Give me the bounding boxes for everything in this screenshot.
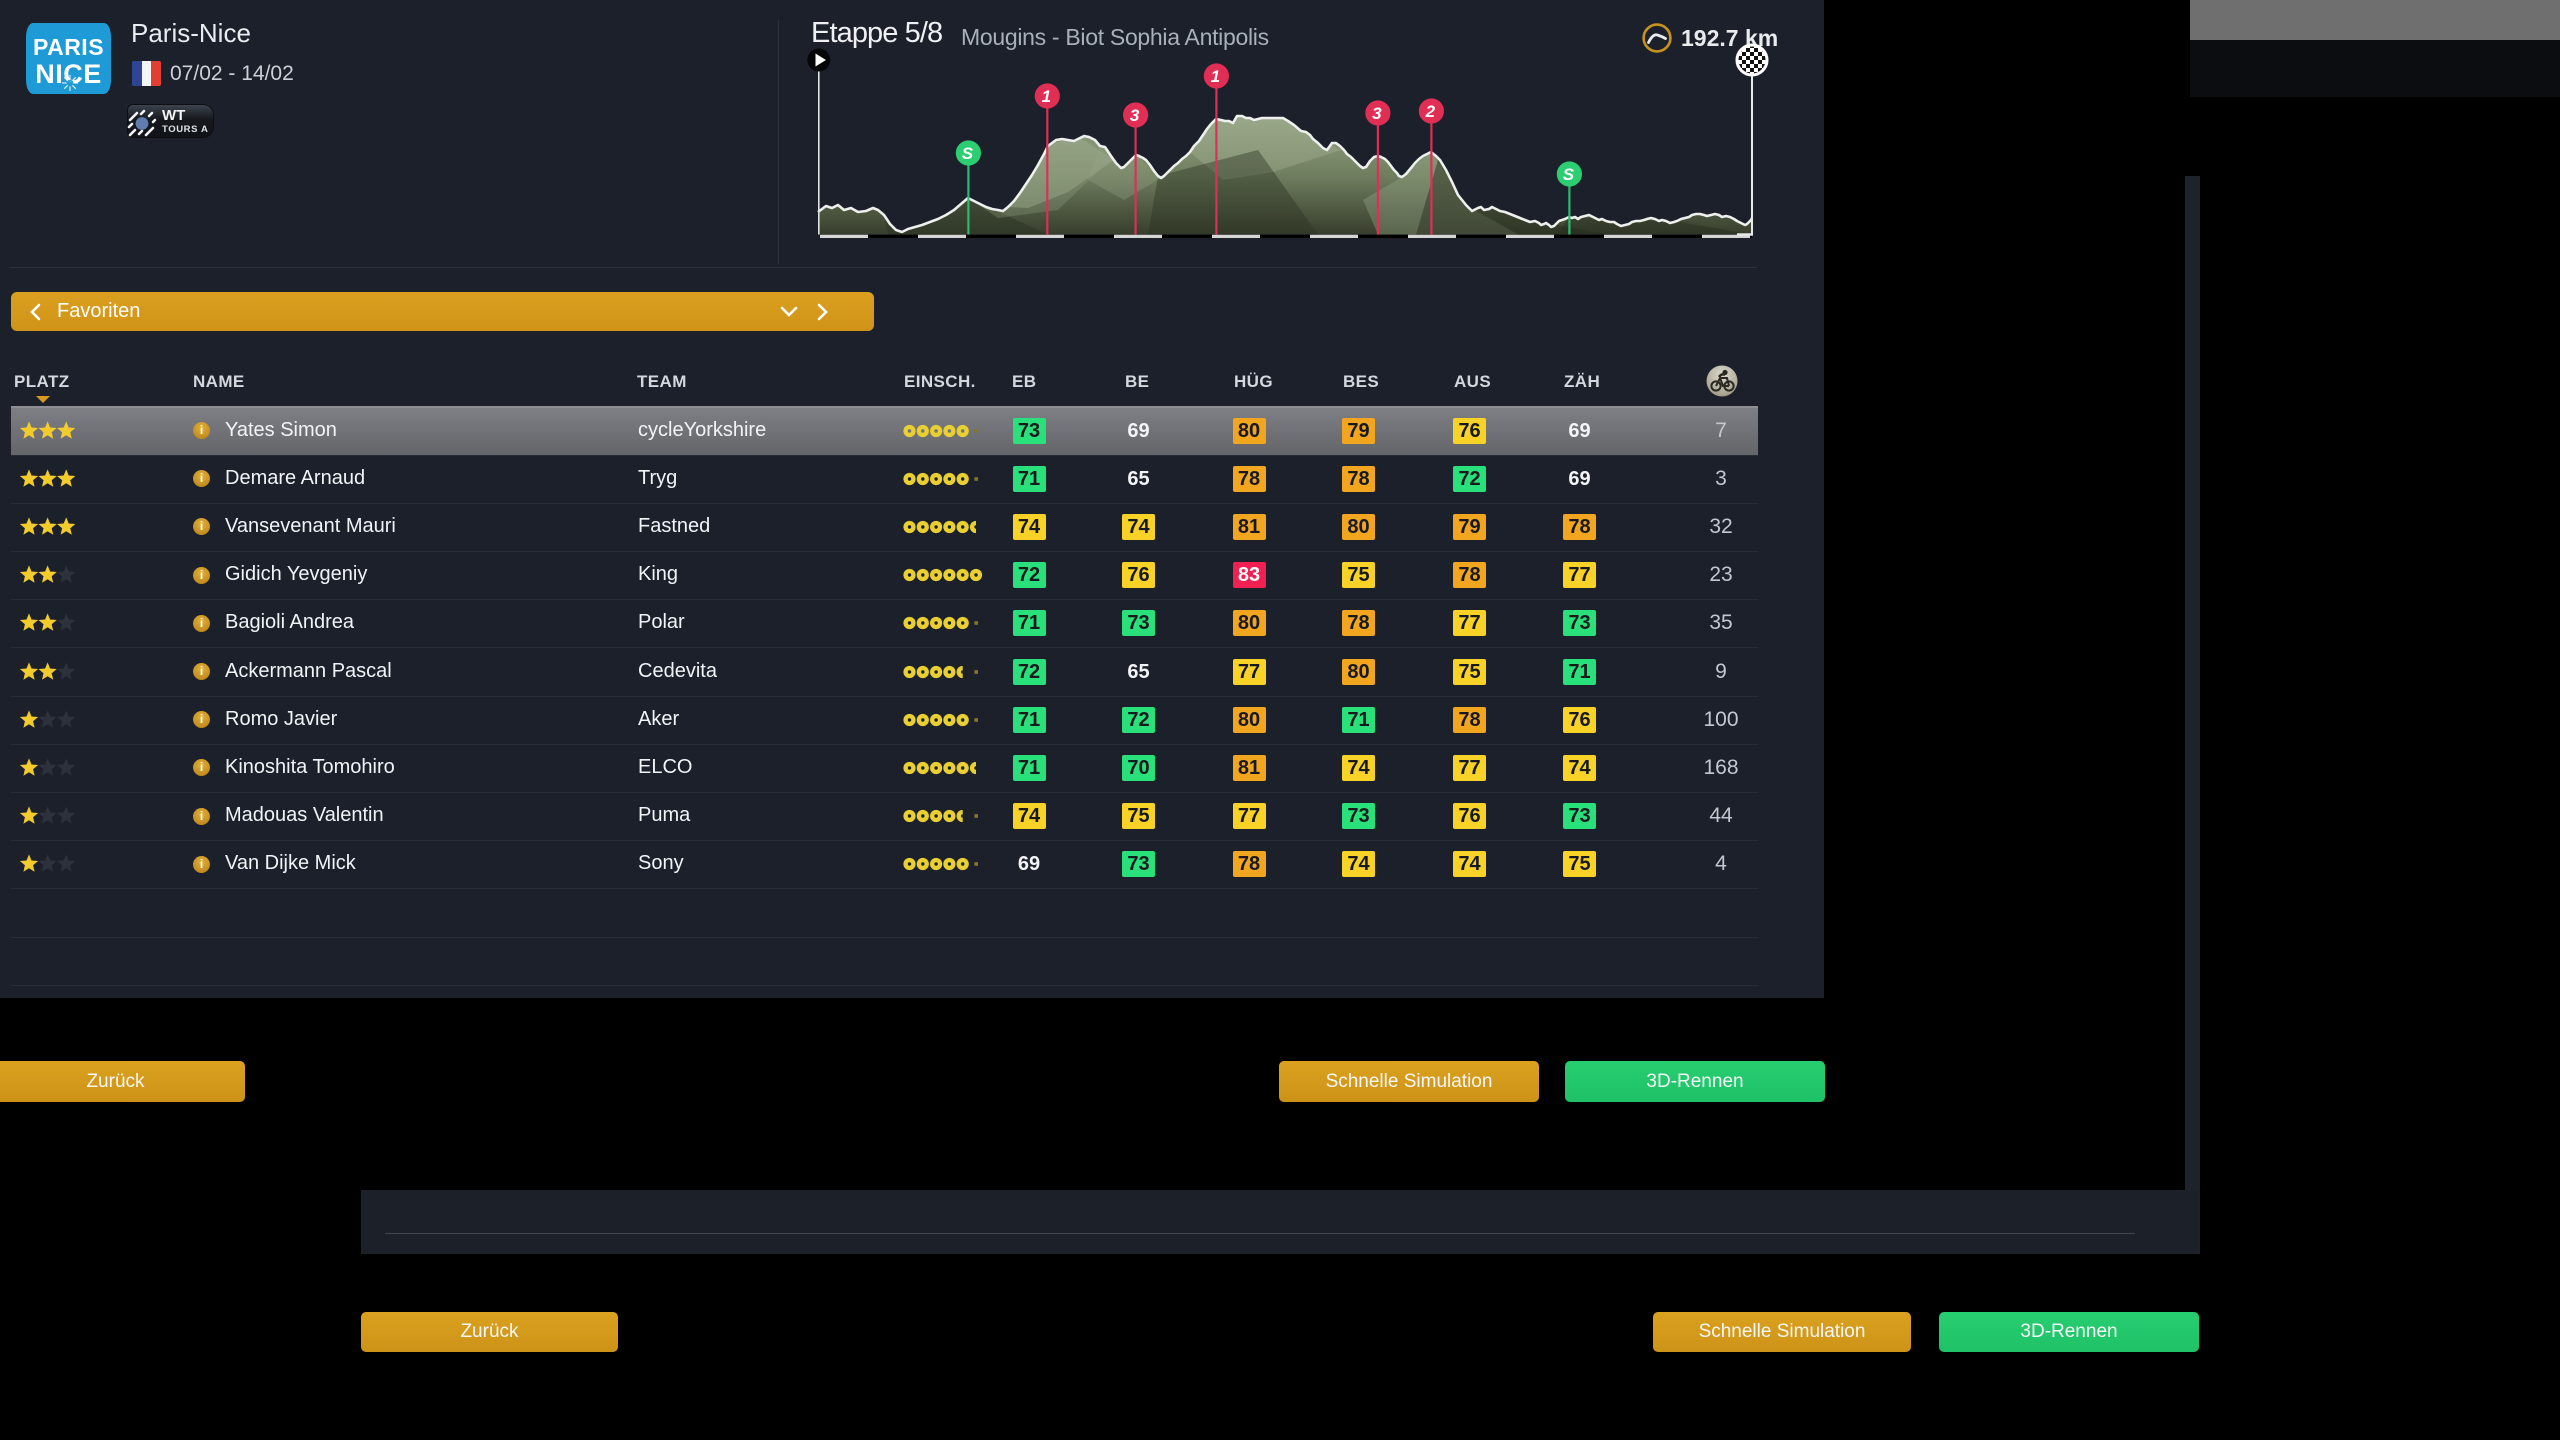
- svg-text:2: 2: [1425, 102, 1436, 121]
- svg-text:1: 1: [1042, 87, 1051, 106]
- svg-text:S: S: [962, 144, 974, 163]
- svg-text:3: 3: [1372, 104, 1382, 123]
- svg-text:3: 3: [1130, 106, 1140, 125]
- svg-text:S: S: [1563, 165, 1575, 184]
- svg-text:1: 1: [1211, 67, 1220, 86]
